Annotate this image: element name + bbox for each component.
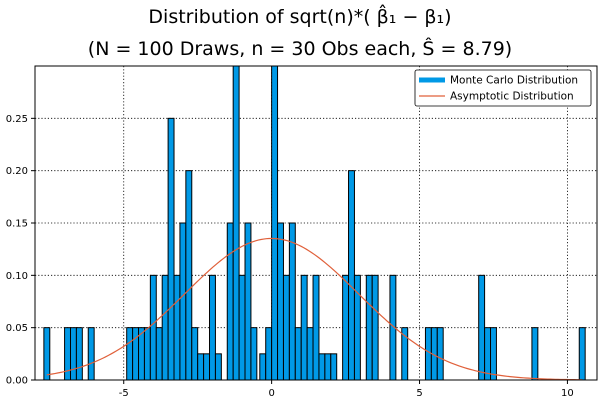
histogram-bar <box>167 117 175 381</box>
histogram-bar <box>209 274 216 381</box>
legend-box <box>414 69 592 107</box>
y-tick-label: 0.00 <box>6 376 28 387</box>
histogram-bar <box>277 222 284 381</box>
histogram-bar <box>185 170 193 381</box>
x-tick-label: -5 <box>119 388 129 399</box>
histogram-bar <box>371 274 379 381</box>
histogram-bar <box>342 274 350 381</box>
axes-layer <box>31 65 598 384</box>
legend: Monte Carlo Distribution Asymptotic Distr… <box>414 69 592 107</box>
histogram-bar <box>126 327 134 381</box>
histogram-bar <box>484 327 492 381</box>
histogram-bar <box>173 274 181 381</box>
histogram-bar <box>318 353 326 381</box>
x-tick-label: 10 <box>561 388 574 399</box>
x-tick-label: 5 <box>416 388 422 399</box>
histogram-bar <box>306 327 314 381</box>
histogram-bar <box>132 327 140 381</box>
tick-labels: -5 0 5 10 0.00 0.05 0.10 0.15 0.20 0.25 <box>6 114 574 399</box>
y-tick-label: 0.05 <box>6 323 28 334</box>
histogram-bar <box>330 353 338 381</box>
histogram-bar <box>348 170 355 381</box>
histogram-bar <box>324 353 332 381</box>
histogram-bar <box>226 222 234 381</box>
histogram-bar <box>232 65 240 381</box>
legend-label-monte-carlo: Monte Carlo Distribution <box>450 75 578 87</box>
y-tick-label: 0.20 <box>6 166 28 177</box>
histogram-bar <box>244 222 252 381</box>
histogram-bar <box>490 327 497 381</box>
histogram-bar <box>424 327 432 381</box>
histogram-bar <box>300 274 308 381</box>
histogram-bar <box>288 222 296 381</box>
histogram-bar <box>143 327 151 381</box>
chart-title-line1: Distribution of sqrt(n)*( β̂₁ − β₁) <box>148 6 452 28</box>
histogram-bar <box>43 327 51 381</box>
histogram-bar <box>365 274 373 381</box>
legend-label-asymptotic: Asymptotic Distribution <box>450 91 574 103</box>
histogram-bar <box>161 274 169 381</box>
histogram-bar <box>531 327 539 381</box>
histogram-bar <box>155 327 163 381</box>
histogram-bar <box>75 327 83 381</box>
y-tick-label: 0.10 <box>6 271 28 282</box>
histogram-bar <box>191 327 199 381</box>
histogram-bar <box>294 327 302 381</box>
histogram-bar <box>69 327 77 381</box>
y-tick-label: 0.25 <box>6 114 28 125</box>
histogram-bar <box>265 327 273 381</box>
histogram-bar <box>259 353 267 381</box>
x-tick-label: 0 <box>268 388 274 399</box>
chart-title-line2: (N = 100 Draws, n = 30 Obs each, Ŝ = 8.7… <box>87 38 513 60</box>
histogram-bar <box>197 353 205 381</box>
histogram-bar <box>149 274 157 381</box>
histogram-bar <box>64 327 71 381</box>
y-tick-label: 0.15 <box>6 219 28 230</box>
asymptotic-curve-layer <box>46 237 583 381</box>
histogram-bar <box>271 65 279 381</box>
histogram-bars <box>43 65 586 381</box>
histogram-bar <box>436 327 444 381</box>
histogram-bar <box>179 222 187 381</box>
histogram-bar <box>478 274 486 381</box>
histogram-bar <box>578 327 586 381</box>
histogram-bar <box>87 327 95 381</box>
histogram-bar <box>250 327 258 381</box>
histogram-bar <box>312 274 320 381</box>
histogram-bar <box>282 274 290 381</box>
asymptotic-distribution-curve <box>46 237 583 381</box>
histogram-bar <box>238 274 246 381</box>
histogram-bar <box>203 353 211 381</box>
histogram-bar <box>214 353 222 381</box>
